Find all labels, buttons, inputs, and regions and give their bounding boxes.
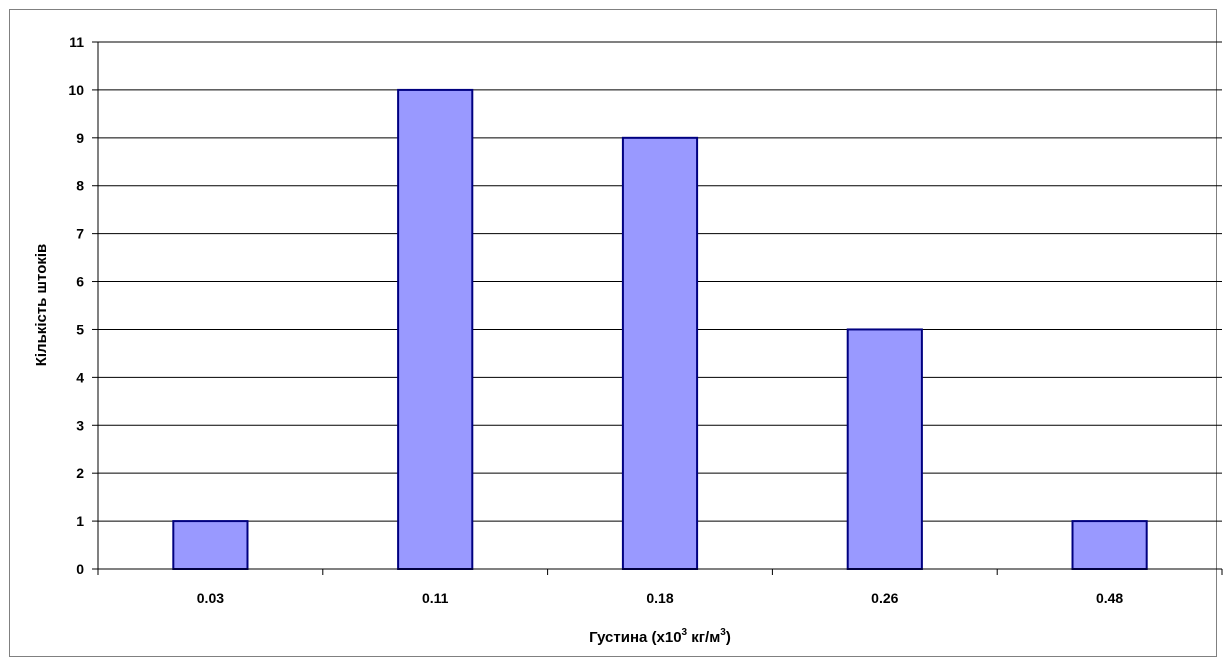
x-axis-title: Густина (х103 кг/м3)	[589, 627, 731, 646]
bar	[846, 328, 923, 571]
bar	[397, 88, 474, 570]
x-tick-label: 0.48	[1096, 590, 1123, 606]
x-tick-label: 0.26	[871, 590, 898, 606]
y-tick-label: 10	[68, 82, 84, 98]
y-axis-title: Кількість штоків	[33, 244, 50, 367]
bars	[172, 88, 1148, 571]
axes	[92, 41, 1223, 575]
x-axis-title-prefix: Густина (х10	[589, 629, 681, 646]
y-tick-label: 9	[76, 130, 84, 146]
x-tick-label: 0.11	[422, 590, 449, 606]
y-tick-label: 3	[76, 417, 84, 433]
x-axis-title-sup1: 3	[682, 627, 688, 638]
y-tick-label: 4	[76, 369, 84, 385]
x-axis-title-suffix: )	[726, 629, 731, 646]
x-tick-label: 0.03	[197, 590, 224, 606]
x-axis-title-middle: кг/м	[687, 629, 720, 646]
bar	[621, 136, 699, 570]
y-tick-label: 8	[76, 178, 84, 194]
x-axis-title-sup2: 3	[720, 627, 726, 638]
y-tick-label: 2	[76, 465, 84, 481]
x-tick-labels: 0.03 0.11 0.18 0.26 0.48	[197, 590, 1124, 606]
y-tick-label: 11	[69, 34, 84, 50]
bar	[1071, 520, 1148, 570]
x-tick-label: 0.18	[646, 590, 673, 606]
y-tick-label: 1	[76, 513, 84, 529]
y-tick-labels: 0 1 2 3 4 5 6 7 8 9 10 11	[68, 34, 84, 577]
y-tick-label: 7	[76, 226, 84, 242]
y-tick-label: 0	[76, 561, 84, 577]
y-tick-label: 6	[76, 274, 84, 290]
bar	[172, 520, 249, 570]
y-tick-label: 5	[76, 321, 84, 337]
